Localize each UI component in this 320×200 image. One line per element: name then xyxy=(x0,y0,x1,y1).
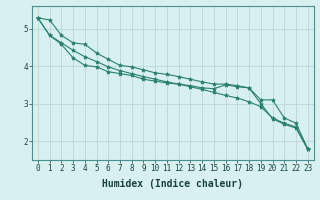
X-axis label: Humidex (Indice chaleur): Humidex (Indice chaleur) xyxy=(102,179,243,189)
